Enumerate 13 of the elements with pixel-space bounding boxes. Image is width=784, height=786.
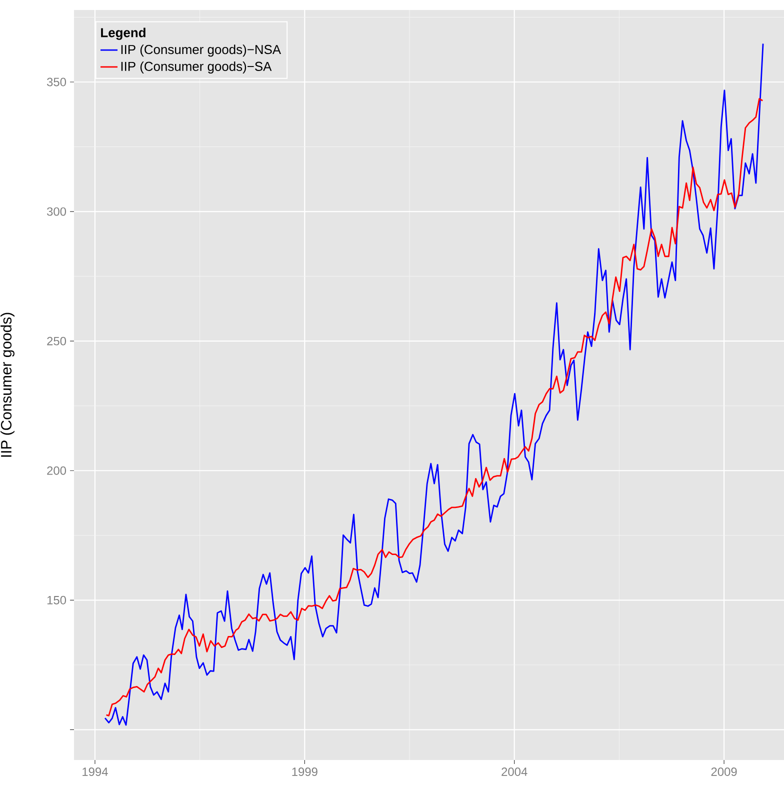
- x-tick-label: 1999: [292, 768, 318, 776]
- legend-label: IIP (Consumer goods)−SA: [121, 61, 272, 74]
- legend-label: IIP (Consumer goods)−NSA: [121, 44, 282, 57]
- legend-title: Legend: [101, 28, 146, 40]
- y-tick-label: 250: [47, 336, 66, 346]
- x-tick-label: 2009: [711, 768, 737, 776]
- y-axis-title: IIP (Consumer goods): [0, 312, 14, 457]
- y-tick-label: 200: [47, 466, 66, 475]
- x-tick-label: 1994: [82, 768, 108, 776]
- x-tick-label: 2004: [502, 768, 528, 776]
- y-tick-label: 150: [47, 596, 66, 604]
- y-tick-label: 350: [46, 78, 66, 86]
- y-tick-label: 300: [46, 207, 66, 216]
